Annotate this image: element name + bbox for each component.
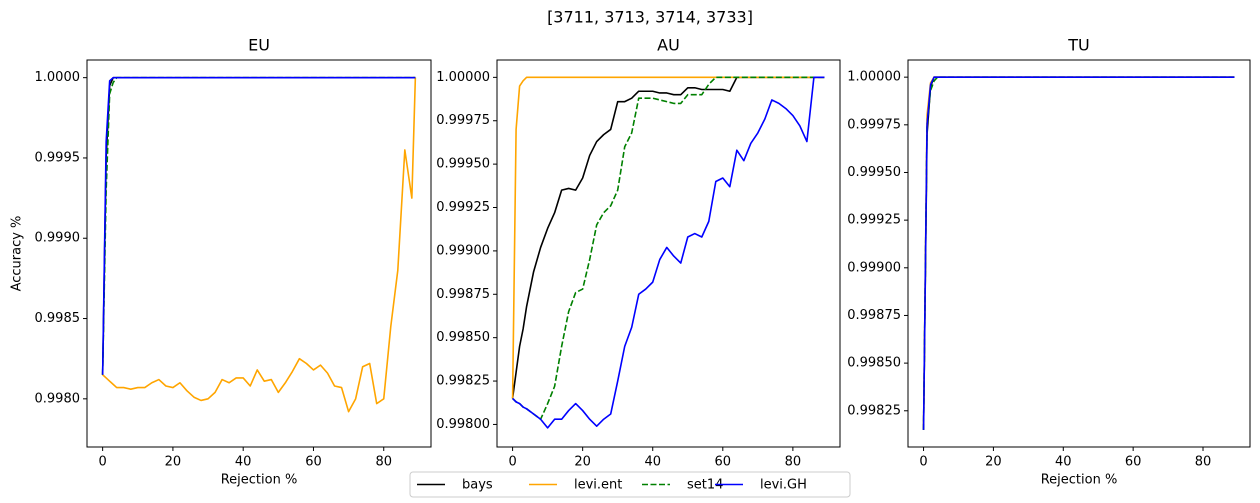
series-line	[101, 76, 416, 375]
series-line	[102, 77, 417, 413]
subplot-title: EU	[248, 36, 270, 55]
series-line	[512, 76, 825, 429]
legend-label: levi.GH	[760, 478, 807, 493]
y-tick-label: 0.99925	[847, 213, 901, 228]
x-tick-label: 80	[375, 455, 392, 470]
y-tick-label: 0.99975	[436, 113, 490, 128]
y-tick-label: 0.99850	[847, 356, 901, 371]
x-tick-label: 80	[1195, 455, 1212, 470]
axes-frame	[86, 59, 432, 448]
x-tick-label: 40	[644, 455, 661, 470]
x-tick-label: 20	[165, 455, 182, 470]
y-tick-label: 1.00000	[436, 70, 490, 85]
subplot-title: AU	[657, 36, 680, 55]
x-tick-label: 60	[305, 455, 322, 470]
x-tick-label: 80	[785, 455, 802, 470]
x-tick-label: 60	[715, 455, 732, 470]
y-tick-label: 0.99800	[436, 417, 490, 432]
y-tick-label: 0.9995	[35, 150, 81, 165]
y-tick-label: 0.99850	[436, 330, 490, 345]
series-line	[922, 76, 1235, 430]
series-line	[512, 76, 825, 421]
x-tick-label: 40	[235, 455, 252, 470]
y-tick-label: 0.9985	[35, 311, 81, 326]
x-tick-label: 0	[508, 455, 516, 470]
x-tick-label: 0	[98, 455, 106, 470]
legend-box	[409, 471, 851, 498]
x-tick-label: 20	[574, 455, 591, 470]
y-tick-label: 0.99975	[847, 117, 901, 132]
subplot-title: TU	[1067, 36, 1089, 55]
axes-frame	[907, 59, 1251, 448]
y-axis-label: Accuracy %	[10, 216, 25, 292]
y-tick-label: 0.99825	[436, 374, 490, 389]
y-tick-label: 0.99900	[847, 260, 901, 275]
x-tick-label: 40	[1055, 455, 1072, 470]
axes-frame	[496, 59, 841, 448]
y-tick-label: 0.9980	[35, 391, 81, 406]
legend-label: levi.ent	[574, 478, 622, 493]
x-axis-label: Rejection %	[221, 473, 298, 488]
y-tick-label: 0.99900	[436, 243, 490, 258]
y-tick-label: 0.99950	[436, 157, 490, 172]
y-tick-label: 0.99950	[847, 165, 901, 180]
y-tick-label: 0.99825	[847, 403, 901, 418]
x-tick-label: 20	[985, 455, 1002, 470]
y-tick-label: 0.99875	[847, 308, 901, 323]
y-tick-label: 1.0000	[35, 70, 81, 85]
y-tick-label: 0.9990	[35, 231, 81, 246]
y-tick-label: 1.00000	[847, 70, 901, 85]
figure-title: [3711, 3713, 3714, 3733]	[547, 8, 753, 27]
y-tick-label: 0.99925	[436, 200, 490, 215]
legend-label: bays	[462, 478, 493, 493]
x-tick-label: 60	[1125, 455, 1142, 470]
y-tick-label: 0.99875	[436, 287, 490, 302]
x-axis-label: Rejection %	[1041, 473, 1118, 488]
legend-label: set14	[687, 478, 723, 493]
x-tick-label: 0	[919, 455, 927, 470]
